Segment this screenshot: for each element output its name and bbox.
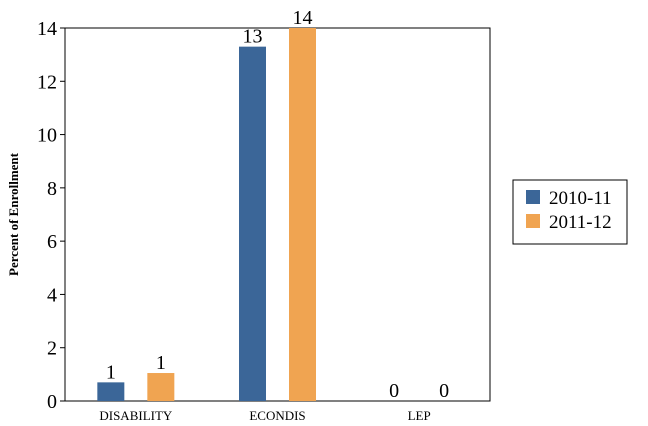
- y-tick-label: 10: [37, 125, 57, 147]
- data-label: 1: [156, 352, 166, 374]
- y-tick-label: 2: [47, 338, 57, 360]
- y-tick-label: 8: [47, 178, 57, 200]
- x-tick-label: LEP: [408, 408, 431, 423]
- plot-area: [64, 27, 491, 402]
- y-tick-label: 14: [37, 18, 57, 40]
- y-tick-label: 4: [47, 284, 57, 306]
- y-axis-title: Percent of Enrollment: [6, 152, 21, 276]
- x-tick-label: ECONDIS: [249, 408, 305, 423]
- legend-label: 2011-12: [549, 212, 612, 233]
- legend-label: 2010-11: [549, 188, 612, 209]
- y-axis: 0 2 4 6 8 10 12 14: [37, 18, 65, 413]
- y-tick-label: 0: [47, 391, 57, 413]
- x-axis: DISABILITY ECONDIS LEP: [99, 408, 430, 423]
- bar-disability-2010-11: [97, 382, 125, 401]
- data-label: 0: [439, 380, 449, 402]
- plot-frame: [64, 27, 491, 402]
- x-tick-label: DISABILITY: [99, 408, 173, 423]
- bar-econdis-2010-11: [239, 46, 266, 402]
- data-labels: 1 1 13 14 0 0: [106, 7, 449, 402]
- bar-disability-2011-12: [147, 373, 175, 401]
- y-tick-label: 12: [37, 71, 57, 93]
- data-label: 13: [243, 26, 263, 48]
- bars: [97, 28, 316, 402]
- legend-swatch: [526, 190, 540, 204]
- y-tick-label: 6: [47, 231, 57, 253]
- bar-econdis-2011-12: [289, 28, 316, 401]
- legend: 2010-11 2011-12: [512, 179, 628, 245]
- legend-box: [512, 179, 628, 245]
- data-label: 1: [106, 361, 116, 383]
- data-label: 14: [293, 7, 313, 29]
- legend-swatch: [526, 214, 540, 228]
- data-label: 0: [389, 380, 399, 402]
